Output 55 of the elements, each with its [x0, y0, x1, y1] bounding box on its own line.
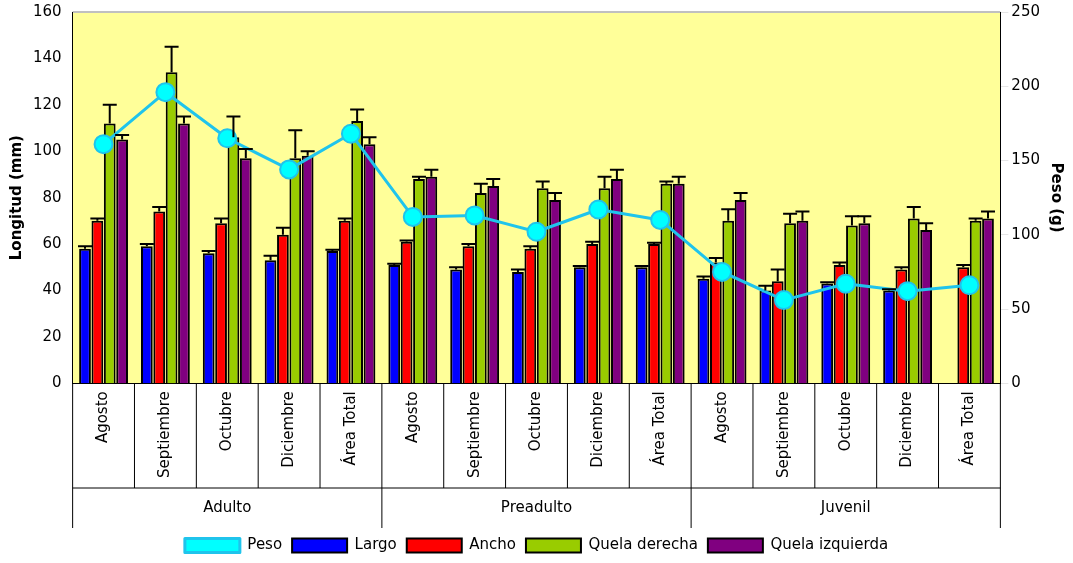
y2-tick-label: 100	[1011, 224, 1041, 243]
y-tick-label: 80	[42, 187, 62, 206]
point	[588, 199, 609, 220]
point	[279, 159, 300, 180]
y-tick-label: 120	[32, 94, 62, 113]
point	[464, 205, 485, 226]
y2-tick-label: 50	[1011, 298, 1031, 317]
point	[773, 290, 794, 311]
y2-tick-label: 200	[1011, 76, 1041, 95]
point	[835, 273, 856, 294]
x-tick-label: Agosto	[711, 391, 730, 444]
text: Adulto	[203, 497, 252, 516]
x-tick-label: Septiembre	[773, 391, 792, 478]
point	[712, 261, 733, 282]
legend-label: Largo	[354, 535, 397, 554]
point	[155, 82, 176, 103]
x-tick-label: Área Total	[339, 391, 359, 466]
legend-label: Quela izquierda	[770, 535, 889, 554]
y-tick-label: 100	[32, 141, 62, 160]
y-tick-label: 40	[42, 280, 62, 299]
point	[217, 128, 238, 149]
point	[402, 206, 423, 227]
x-tick-label: Área Total	[649, 391, 669, 466]
y-axis-title: Longitud (mm)	[6, 135, 25, 261]
x-tick-label: Octubre	[526, 391, 545, 452]
y2-tick-label: 0	[1011, 373, 1021, 392]
y2-tick-label: 250	[1011, 1, 1041, 20]
x-tick-label: Agosto	[93, 391, 112, 444]
x-tick-label: Septiembre	[464, 391, 483, 478]
point	[526, 221, 547, 242]
y-tick-label: 20	[42, 326, 62, 345]
x-tick-label: Área Total	[958, 391, 978, 466]
point	[340, 123, 361, 144]
legend-label: Quela derecha	[588, 535, 698, 554]
y-tick-label: 0	[52, 373, 62, 392]
text: Preadulto	[500, 497, 573, 516]
text: Juvenil	[819, 497, 871, 516]
x-tick-label: Septiembre	[155, 391, 174, 478]
point	[93, 134, 114, 155]
x-tick-label: Diciembre	[278, 391, 297, 468]
y-tick-label: 140	[32, 48, 62, 67]
y-tick-label: 160	[32, 1, 62, 20]
y2-axis-title: Peso (g)	[1048, 162, 1067, 233]
y-tick-label: 60	[42, 233, 62, 252]
point	[897, 281, 918, 302]
point	[959, 275, 980, 296]
x-tick-label: Octubre	[835, 391, 854, 452]
x-tick-label: Agosto	[402, 391, 421, 444]
y2-tick-label: 150	[1011, 150, 1041, 169]
x-tick-label: Diciembre	[588, 391, 607, 468]
x-tick-label: Diciembre	[897, 391, 916, 468]
legend-label: Ancho	[469, 535, 516, 554]
x-tick-label: Octubre	[217, 391, 236, 452]
legend-label: Peso	[247, 535, 283, 554]
point	[650, 209, 671, 230]
